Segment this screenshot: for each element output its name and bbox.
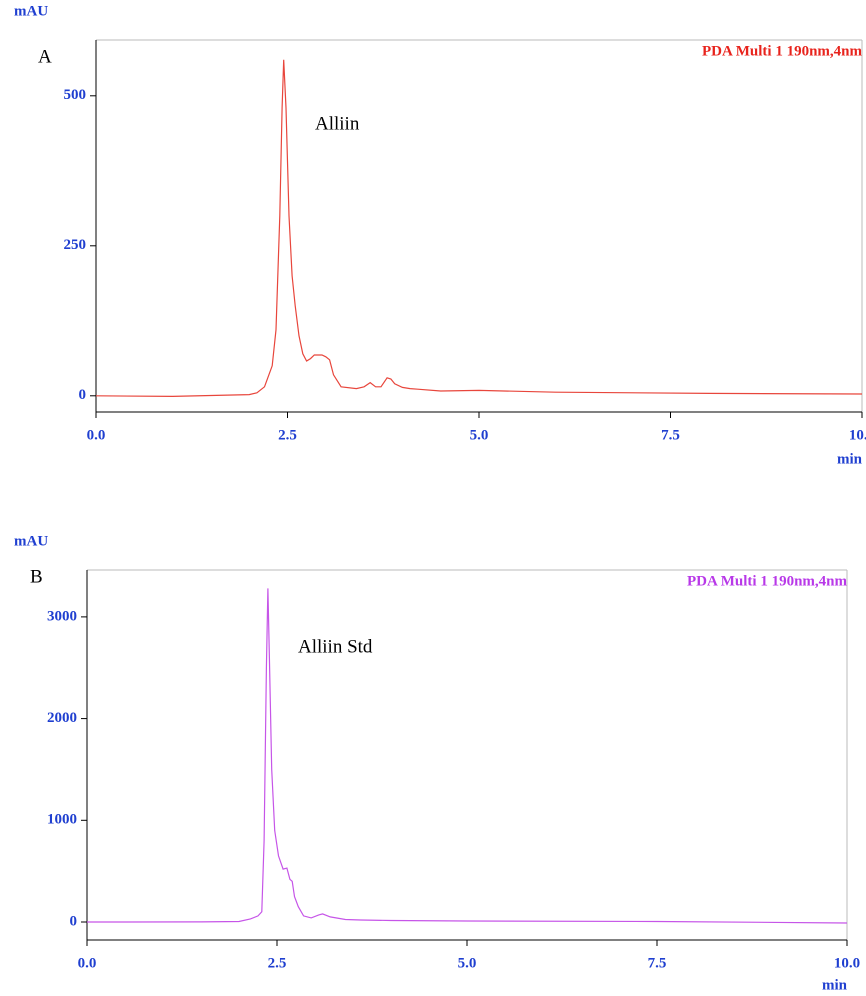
x-tick-label: 10.0: [849, 427, 866, 443]
annotation: Alliin: [315, 113, 360, 134]
legend-label: PDA Multi 1 190nm,4nm: [687, 573, 848, 589]
x-tick-label: 2.5: [268, 955, 287, 971]
chromatogram-line: [86, 588, 848, 924]
x-tick-label: 0.0: [87, 427, 106, 443]
x-axis-label: min: [837, 451, 863, 467]
y-tick-label: 500: [64, 87, 87, 103]
y-axis-label: mAU: [14, 3, 48, 19]
x-tick-label: 7.5: [661, 427, 680, 443]
chromatogram-line: [95, 59, 863, 398]
y-tick-label: 0: [79, 387, 87, 403]
y-tick-label: 1000: [47, 812, 77, 828]
y-tick-label: 2000: [47, 710, 77, 726]
x-tick-label: 2.5: [278, 427, 297, 443]
legend-label: PDA Multi 1 190nm,4nm: [702, 43, 863, 59]
x-tick-label: 5.0: [458, 955, 477, 971]
y-axis-label: mAU: [14, 533, 48, 549]
y-tick-label: 250: [64, 237, 87, 253]
x-tick-label: 0.0: [78, 955, 97, 971]
x-axis-label: min: [822, 977, 848, 993]
y-tick-label: 3000: [47, 608, 77, 624]
x-tick-label: 7.5: [648, 955, 667, 971]
panel-label: B: [30, 566, 43, 587]
x-tick-label: 5.0: [470, 427, 489, 443]
x-tick-label: 10.0: [834, 955, 860, 971]
annotation: Alliin Std: [298, 636, 373, 657]
panel-label: A: [38, 46, 52, 67]
y-tick-label: 0: [70, 913, 78, 929]
